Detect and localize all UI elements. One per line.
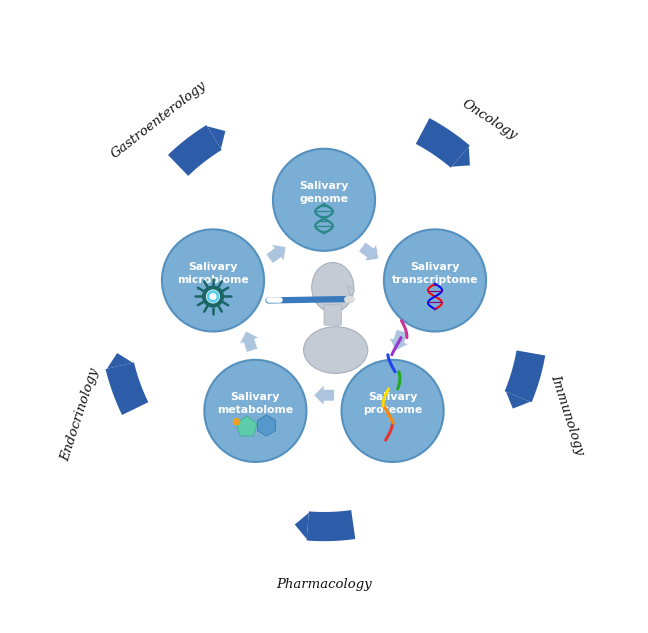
Circle shape — [384, 229, 486, 332]
Polygon shape — [239, 331, 259, 353]
Polygon shape — [236, 416, 257, 436]
Polygon shape — [416, 118, 470, 168]
Text: Salivary
proteome: Salivary proteome — [363, 392, 422, 415]
Circle shape — [206, 290, 220, 303]
Text: Salivary
metabolome: Salivary metabolome — [217, 392, 294, 415]
Circle shape — [273, 149, 375, 251]
Circle shape — [233, 418, 240, 425]
Text: Gastroenterology: Gastroenterology — [109, 78, 209, 161]
Text: Pharmacology: Pharmacology — [276, 579, 372, 591]
Ellipse shape — [312, 263, 354, 312]
Polygon shape — [452, 147, 470, 166]
Circle shape — [204, 360, 307, 462]
Polygon shape — [207, 127, 226, 149]
Polygon shape — [266, 244, 286, 263]
Polygon shape — [505, 351, 545, 403]
Text: Salivary
transcriptome: Salivary transcriptome — [392, 261, 478, 285]
Polygon shape — [347, 286, 355, 296]
Polygon shape — [107, 353, 133, 369]
Circle shape — [341, 360, 444, 462]
Text: Immunology: Immunology — [548, 373, 586, 456]
Polygon shape — [314, 385, 334, 406]
Polygon shape — [506, 392, 530, 408]
Polygon shape — [257, 415, 275, 436]
Polygon shape — [106, 362, 148, 415]
Circle shape — [209, 293, 216, 300]
Circle shape — [202, 285, 224, 308]
Text: Oncology: Oncology — [459, 97, 519, 142]
Text: Salivary
microbiome: Salivary microbiome — [177, 261, 249, 285]
Polygon shape — [168, 125, 222, 176]
Circle shape — [162, 229, 264, 332]
FancyBboxPatch shape — [324, 305, 341, 325]
Text: Endocrinology: Endocrinology — [60, 367, 102, 463]
Polygon shape — [389, 329, 409, 351]
Text: Salivary
genome: Salivary genome — [299, 181, 349, 204]
Polygon shape — [359, 242, 378, 261]
Polygon shape — [307, 510, 355, 541]
Ellipse shape — [303, 327, 368, 373]
Polygon shape — [295, 513, 308, 539]
